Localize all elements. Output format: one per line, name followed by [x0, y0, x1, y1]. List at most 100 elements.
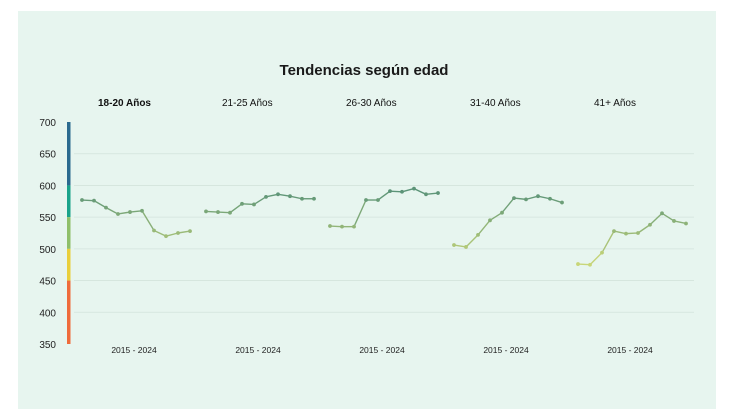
series-line-segment — [253, 196, 267, 206]
x-axis-label: 2015 - 2024 — [607, 345, 653, 355]
data-point — [128, 210, 132, 214]
chart-title: Tendencias según edad — [280, 62, 449, 79]
y-tick-label: 500 — [39, 245, 56, 256]
series-line-segment — [661, 212, 675, 222]
series-line-segment — [601, 230, 615, 254]
y-tick-label: 700 — [39, 118, 56, 129]
series-line-segment — [425, 192, 439, 196]
data-point — [648, 222, 652, 227]
facet-panel: 21-25 Años 2015 - 2024 — [198, 98, 322, 355]
data-point — [476, 233, 480, 237]
facet-panel: 31-40 Años 2015 - 2024 — [446, 98, 570, 355]
data-point — [340, 224, 344, 229]
series-line-segment — [141, 210, 155, 231]
data-point — [424, 192, 428, 197]
data-point — [92, 198, 96, 203]
series-line-segment — [153, 229, 167, 237]
color-scale-segment — [67, 185, 71, 218]
data-point — [152, 228, 156, 233]
color-scale-segment — [67, 122, 71, 186]
series-line-segment — [105, 207, 119, 215]
data-point — [252, 202, 256, 207]
facet-panel: 18-20 Años 2015 - 2024 — [74, 98, 198, 355]
data-point — [412, 186, 416, 191]
series-line-segment — [477, 219, 491, 236]
series-line-segment — [401, 187, 415, 193]
data-point — [588, 262, 592, 267]
series-line-segment — [229, 203, 243, 214]
series-line-segment — [673, 220, 687, 225]
data-point — [104, 205, 108, 210]
y-axis: 700 650 600 550 500 450 400 350 — [39, 118, 71, 351]
data-point — [288, 194, 292, 199]
series-line-segment — [453, 244, 467, 248]
data-point — [452, 243, 456, 247]
series-line-segment — [353, 199, 367, 227]
x-axis-label: 2015 - 2024 — [235, 345, 281, 355]
x-axis-label: 2015 - 2024 — [359, 345, 405, 355]
data-point — [500, 210, 504, 215]
data-point — [524, 197, 528, 202]
series-line-segment — [277, 193, 291, 197]
data-point — [276, 192, 280, 197]
data-point — [512, 196, 516, 201]
series-line-segment — [513, 197, 527, 201]
facet-panels: 18-20 Años 2015 - 2024 21-25 Años 2015 - 20… — [74, 98, 694, 355]
series-line-segment — [613, 230, 627, 235]
data-point — [560, 200, 564, 205]
series-line-segment — [205, 210, 219, 213]
series-line-segment — [637, 224, 651, 234]
data-point — [204, 209, 208, 214]
series-line-segment — [81, 199, 95, 202]
data-point — [660, 211, 664, 216]
data-point — [576, 262, 580, 266]
data-point — [600, 250, 604, 255]
facet-title: 18-20 Años — [98, 98, 151, 109]
facet-panel: 41+ Años 2015 - 2024 — [570, 98, 694, 355]
facet-title: 21-25 Años — [222, 98, 273, 109]
y-tick-label: 600 — [39, 181, 56, 192]
series-line-segment — [117, 211, 131, 215]
data-point — [364, 198, 368, 202]
facet-panel: 26-30 Años 2015 - 2024 — [322, 98, 446, 355]
data-point — [636, 231, 640, 235]
series-line-segment — [525, 195, 539, 201]
facet-title: 26-30 Años — [346, 98, 397, 109]
series-line-segment — [589, 252, 603, 266]
color-scale-segment — [67, 217, 71, 249]
data-point — [116, 212, 120, 216]
color-scale-segment — [67, 248, 71, 281]
data-point — [300, 196, 304, 201]
series-line-segment — [389, 190, 403, 193]
series-line-segment — [537, 195, 551, 200]
data-point — [436, 191, 440, 195]
series-line-segment — [501, 197, 515, 214]
data-point — [684, 221, 688, 226]
data-point — [164, 234, 168, 239]
data-point — [400, 189, 404, 194]
data-point — [240, 201, 244, 206]
chart-canvas: Tendencias según edad 700 650 600 550 500 450… — [39, 62, 694, 355]
y-tick-label: 450 — [39, 277, 56, 288]
data-point — [672, 219, 676, 223]
series-line-segment — [241, 203, 255, 206]
series-line-segment — [465, 234, 479, 248]
data-point — [388, 189, 392, 194]
data-point — [464, 245, 468, 249]
data-point — [312, 196, 316, 201]
series-line-segment — [289, 195, 303, 200]
y-tick-label: 650 — [39, 150, 56, 161]
data-point — [264, 194, 268, 199]
y-tick-label: 350 — [39, 340, 56, 351]
facet-title: 31-40 Años — [470, 98, 521, 109]
data-point — [612, 229, 616, 233]
data-point — [376, 198, 380, 202]
data-point — [352, 224, 356, 229]
color-scale-segment — [67, 280, 71, 344]
y-tick-label: 400 — [39, 308, 56, 319]
series-line-segment — [129, 210, 143, 213]
series-line-segment — [649, 212, 663, 226]
series-line-segment — [577, 263, 591, 266]
data-point — [228, 210, 232, 215]
series-line-segment — [93, 200, 107, 209]
